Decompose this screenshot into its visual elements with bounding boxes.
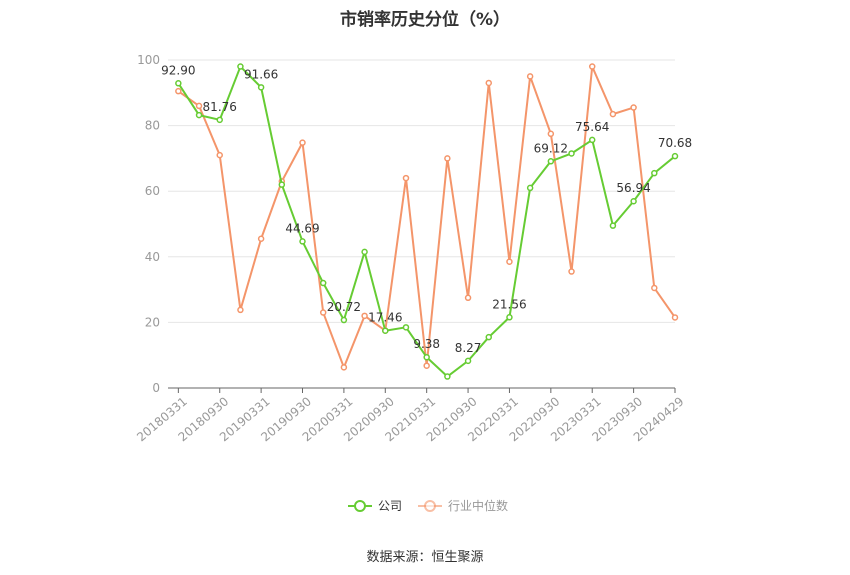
data-point — [423, 353, 430, 361]
y-tick-label: 40 — [145, 250, 160, 264]
data-point — [547, 130, 555, 138]
data-point — [299, 238, 306, 245]
data-point — [506, 314, 513, 321]
data-point — [526, 73, 534, 80]
data-point — [361, 248, 368, 256]
data-point — [237, 306, 244, 314]
data-label: 70.68 — [658, 136, 692, 150]
legend[interactable]: 公司 行业中位数 — [348, 498, 508, 513]
x-axis: 2018033120180930201903312019093020200331… — [134, 387, 687, 444]
data-point — [547, 158, 555, 165]
data-label: 91.66 — [244, 67, 278, 81]
data-point — [340, 316, 348, 324]
legend-label: 行业中位数 — [448, 498, 508, 513]
data-label: 75.64 — [575, 120, 609, 134]
data-point — [444, 155, 451, 162]
data-point — [382, 327, 389, 334]
data-point — [402, 324, 410, 331]
data-point — [671, 152, 679, 160]
data-point — [216, 151, 223, 159]
y-tick-label: 80 — [145, 119, 160, 133]
data-point — [671, 314, 679, 321]
data-point — [630, 104, 637, 111]
data-point — [340, 364, 348, 371]
data-point — [175, 80, 182, 87]
y-tick-label: 20 — [145, 315, 160, 329]
data-label: 20.72 — [327, 300, 361, 314]
data-point — [651, 169, 658, 177]
data-point — [402, 174, 410, 182]
y-axis: 0 20 40 60 80 100 — [137, 53, 160, 395]
data-point — [175, 87, 182, 95]
data-point — [278, 181, 286, 188]
series-line — [177, 65, 676, 378]
y-tick-label: 60 — [145, 184, 160, 198]
legend-item[interactable]: 公司 — [348, 499, 402, 513]
data-label: 92.90 — [161, 63, 195, 77]
data-point — [506, 258, 513, 265]
legend-marker — [354, 500, 366, 512]
data-point — [257, 84, 265, 91]
legend-label: 公司 — [378, 499, 402, 513]
data-label: 8.27 — [455, 341, 482, 355]
data-point — [361, 312, 368, 320]
data-label: 17.46 — [368, 311, 402, 325]
data-labels: 92.90 81.76 91.66 44.69 20.72 17.46 9.38 8.27 21… — [161, 63, 692, 355]
data-point — [423, 362, 430, 369]
data-point — [651, 284, 658, 292]
data-point — [319, 279, 327, 287]
data-point — [568, 268, 575, 275]
data-point — [195, 102, 203, 110]
data-point — [485, 79, 493, 87]
data-point — [216, 116, 223, 124]
data-label: 44.69 — [285, 221, 319, 235]
data-point — [195, 111, 203, 119]
data-point — [588, 136, 596, 144]
legend-item[interactable]: 行业中位数 — [418, 498, 508, 513]
y-tick-label: 100 — [137, 53, 160, 67]
line-chart: 0 20 40 60 80 100 201803312018093020190331201… — [134, 53, 692, 513]
data-point — [257, 235, 265, 243]
data-point — [526, 184, 534, 192]
data-point — [464, 357, 472, 365]
series-group — [175, 63, 679, 380]
data-point — [237, 63, 244, 70]
chart-title: 市销率历史分位（%） — [339, 10, 511, 30]
data-label: 21.56 — [492, 297, 526, 311]
data-label: 56.94 — [616, 181, 650, 195]
y-tick-label: 0 — [152, 381, 160, 395]
data-point — [444, 373, 451, 380]
data-point — [588, 63, 596, 70]
data-label: 69.12 — [534, 141, 568, 155]
data-point — [464, 294, 472, 302]
data-point — [485, 333, 493, 341]
data-point — [319, 309, 327, 316]
data-point — [630, 197, 637, 205]
data-label: 81.76 — [203, 100, 237, 114]
data-point — [568, 150, 575, 157]
data-source: 数据来源：恒生聚源 — [366, 550, 484, 565]
legend-marker — [424, 500, 436, 512]
data-point — [299, 139, 306, 146]
data-point — [609, 222, 617, 229]
data-point — [609, 110, 617, 118]
data-label: 9.38 — [413, 337, 440, 351]
